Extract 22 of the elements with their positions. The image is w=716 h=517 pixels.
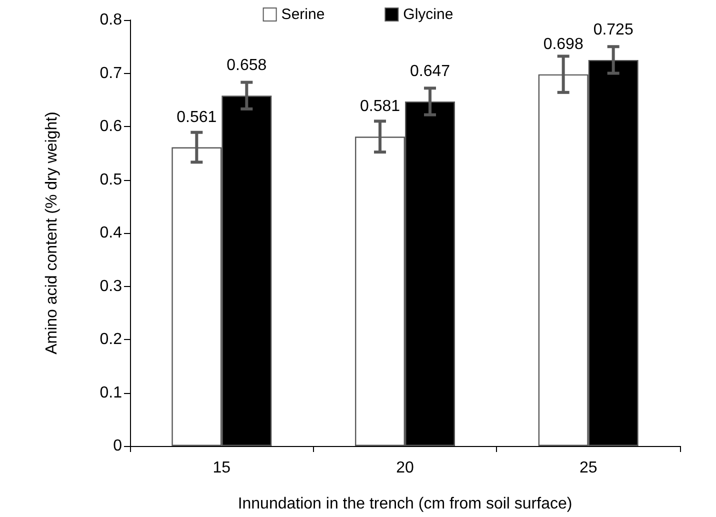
- data-label: 0.698: [543, 36, 584, 53]
- y-tick-label: 0.1: [100, 384, 122, 402]
- y-axis-title: Amino acid content (% dry weight): [44, 112, 60, 354]
- data-label: 0.561: [176, 108, 217, 126]
- y-tick-label: 0.3: [100, 278, 122, 295]
- y-tick-label: 0.2: [100, 331, 122, 348]
- y-tick-label: 0: [113, 438, 122, 454]
- x-tick-label: 25: [579, 460, 598, 476]
- x-tick-label: 15: [212, 460, 231, 476]
- y-tick-label: 0.6: [100, 118, 122, 135]
- x-tick-label: 20: [396, 460, 414, 476]
- legend-label: Glycine: [403, 6, 454, 23]
- y-tick-label: 0.8: [100, 12, 122, 28]
- legend-label: Serine: [281, 6, 325, 23]
- data-label: 0.581: [360, 98, 400, 116]
- y-tick-label: 0.5: [100, 171, 122, 188]
- y-tick-label: 0.4: [100, 224, 122, 242]
- data-label: 0.647: [410, 62, 450, 80]
- data-label: 0.658: [226, 57, 267, 74]
- y-tick-label: 0.7: [100, 64, 122, 82]
- data-label: 0.725: [593, 21, 634, 38]
- x-axis-title: Innundation in the trench (cm from soil surface): [238, 496, 572, 512]
